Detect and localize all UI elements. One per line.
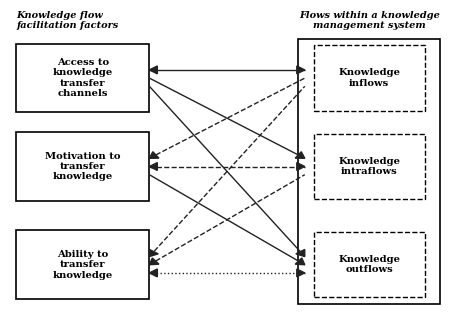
Text: Flows within a knowledge
management system: Flows within a knowledge management syst… bbox=[299, 11, 440, 30]
Bar bbox=[16, 230, 149, 299]
Text: Ability to
transfer
knowledge: Ability to transfer knowledge bbox=[53, 250, 113, 280]
Polygon shape bbox=[149, 258, 159, 265]
Text: Motivation to
transfer
knowledge: Motivation to transfer knowledge bbox=[45, 152, 120, 181]
Bar bbox=[16, 132, 149, 201]
Polygon shape bbox=[297, 66, 305, 74]
Bar bbox=[314, 45, 425, 111]
Polygon shape bbox=[297, 163, 305, 170]
Bar bbox=[16, 44, 149, 113]
Bar bbox=[314, 232, 425, 297]
Text: Access to
knowledge
transfer
channels: Access to knowledge transfer channels bbox=[53, 58, 113, 98]
Polygon shape bbox=[295, 152, 305, 158]
Text: Knowledge
outflows: Knowledge outflows bbox=[338, 255, 400, 274]
Polygon shape bbox=[149, 66, 158, 74]
Polygon shape bbox=[149, 163, 158, 170]
Polygon shape bbox=[149, 269, 158, 277]
Text: Knowledge flow
facilitation factors: Knowledge flow facilitation factors bbox=[16, 11, 118, 30]
Bar bbox=[298, 39, 440, 304]
Polygon shape bbox=[295, 258, 305, 265]
Bar bbox=[314, 134, 425, 199]
Polygon shape bbox=[149, 152, 159, 158]
Text: Knowledge
intraflows: Knowledge intraflows bbox=[338, 157, 400, 176]
Polygon shape bbox=[297, 269, 305, 277]
Text: Knowledge
inflows: Knowledge inflows bbox=[338, 68, 400, 88]
Polygon shape bbox=[149, 249, 158, 256]
Polygon shape bbox=[296, 249, 305, 256]
